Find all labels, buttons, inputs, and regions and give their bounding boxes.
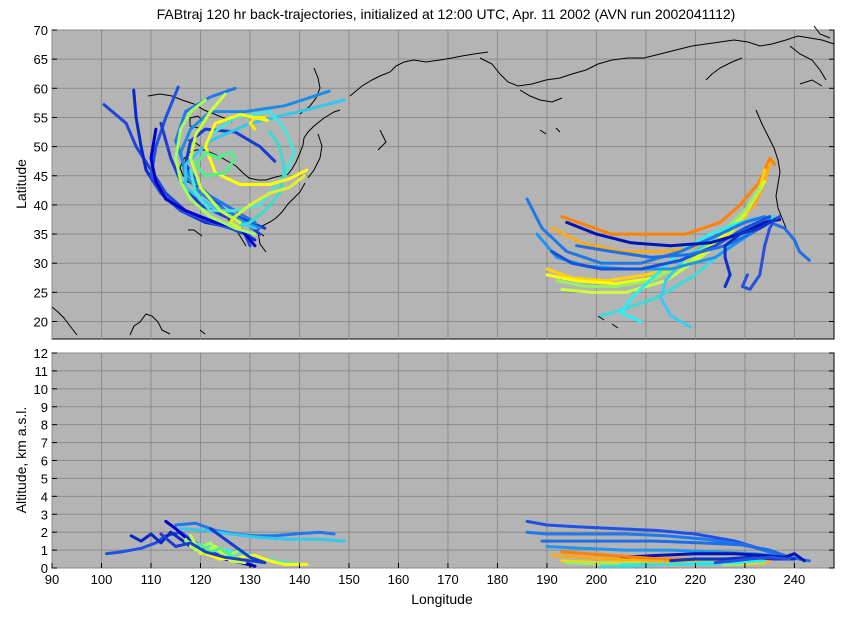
x-tick-label: 200 [586,572,608,587]
trajectory-line [189,92,242,224]
y-tick-label: 70 [34,23,48,38]
y-tick-label: 9 [41,400,48,415]
y-tick-label: 40 [34,198,48,213]
trajectory-line [194,150,237,178]
map-gridlines [51,29,834,339]
chart-title: FABtraj 120 hr back-trajectories, initia… [157,6,736,22]
longitude-axis-label: Longitude [411,591,473,607]
longitude-ticks: 90 100 110 120 130 140 150 160 170 180 190 200 210 22… [45,563,805,587]
trajectory-line [555,185,762,288]
trajectory-line [179,527,346,543]
trajectory-line [199,543,242,561]
asia-coastline [51,25,835,336]
y-tick-label: 4 [41,489,48,504]
map-trajectories [102,85,811,329]
trajectory-line [599,562,722,568]
y-tick-label: 30 [34,256,48,271]
coastline-group [51,25,835,336]
y-tick-label: 8 [41,418,48,433]
x-tick-label: 240 [784,572,806,587]
latitude-axis-label: Latitude [13,159,29,209]
x-tick-label: 190 [536,572,558,587]
trajectory-line [228,174,306,230]
x-tick-label: 160 [388,572,410,587]
y-tick-label: 20 [34,315,48,330]
y-tick-label: 35 [34,227,48,242]
trajectory-line [723,218,777,288]
y-tick-label: 11 [35,364,49,379]
x-tick-label: 150 [338,572,360,587]
x-tick-label: 170 [437,572,459,587]
trajectory-line [233,130,287,230]
altitude-gridlines [51,352,834,569]
x-tick-label: 140 [289,572,311,587]
latitude-ticks: 20 25 30 35 40 45 50 55 60 65 70 [34,23,834,330]
x-tick-label: 220 [685,572,707,587]
x-tick-label: 90 [45,572,59,587]
x-tick-label: 130 [239,572,261,587]
y-tick-label: 12 [34,346,48,361]
trajectory-line [713,555,791,565]
trajectory-line [248,116,267,131]
trajectory-line [179,89,331,230]
x-tick-label: 210 [635,572,657,587]
y-tick-label: 55 [34,110,48,125]
y-tick-label: 50 [34,140,48,155]
x-tick-label: 100 [91,572,113,587]
x-tick-label: 110 [141,572,162,587]
trajectory-line [174,98,257,236]
y-tick-label: 5 [41,471,48,486]
y-tick-label: 10 [34,382,48,397]
y-tick-label: 1 [41,543,48,558]
trajectory-line [575,220,811,262]
y-tick-label: 65 [34,52,48,67]
altitude-trajectories [104,519,811,568]
trajectory-line [619,552,806,563]
y-tick-label: 2 [41,525,48,540]
y-tick-label: 6 [41,454,48,469]
trajectory-line [565,218,782,248]
y-tick-label: 45 [34,169,48,184]
y-tick-label: 25 [34,285,48,300]
x-tick-label: 120 [190,572,212,587]
trajectory-line [550,215,772,271]
trajectory-line [208,527,267,565]
x-tick-label: 180 [487,572,509,587]
trajectory-line [159,532,267,565]
y-tick-label: 0 [41,561,48,576]
y-tick-label: 7 [41,436,48,451]
y-tick-label: 60 [34,81,48,96]
trajectory-line [525,197,767,265]
altitude-axis-label: Altitude, km a.s.l. [13,407,29,514]
x-tick-label: 230 [734,572,756,587]
y-tick-label: 3 [41,507,48,522]
